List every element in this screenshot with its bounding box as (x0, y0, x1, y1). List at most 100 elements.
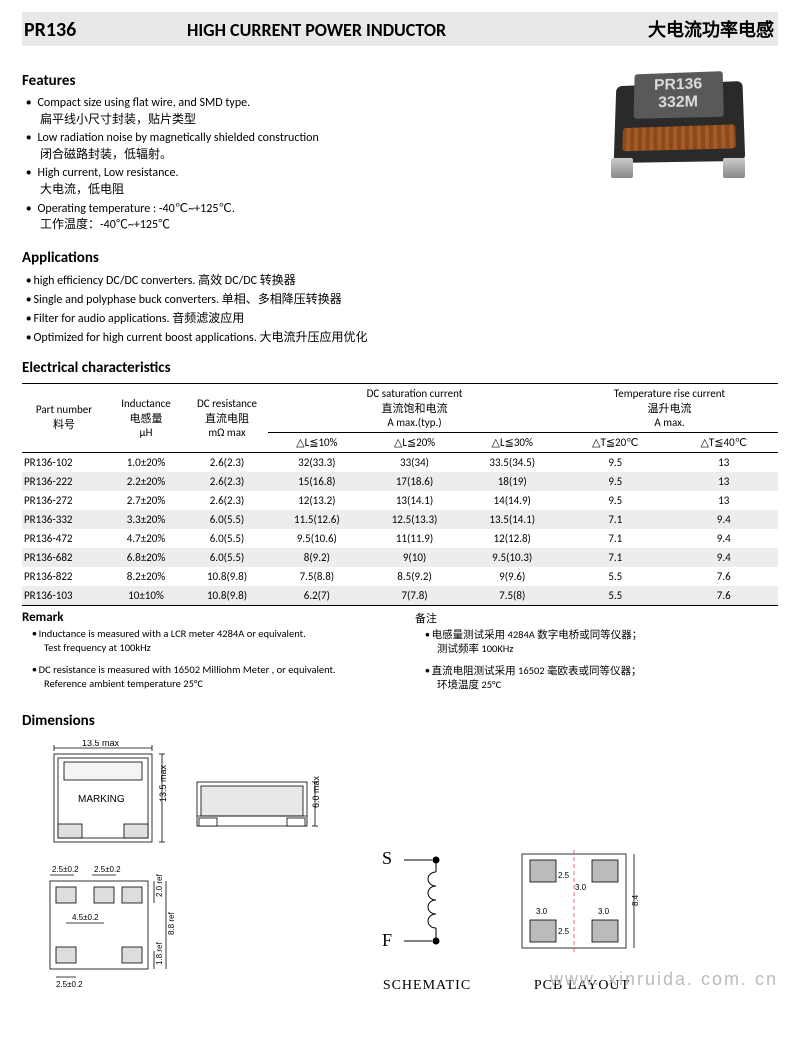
col-sat-sub2: △L≦30% (463, 432, 561, 452)
table-cell: 12(13.2) (268, 491, 366, 510)
pcb-dim: 8.4 (631, 895, 640, 907)
table-cell: 10.8(9.8) (186, 567, 268, 586)
table-cell: 10.8(9.8) (186, 586, 268, 606)
remark-zh-l1: 电感量测试采用 4284A 数字电桥或同等仪器； (432, 628, 643, 641)
table-cell: 32(33.3) (268, 452, 366, 472)
table-row: PR136-6826.8±20%6.0(5.5)8(9.2)9(10)9.5(1… (22, 548, 778, 567)
table-cell: 14(14.9) (463, 491, 561, 510)
pcb-dim: 3.0 (575, 883, 587, 892)
feature-item: High current, Low resistance. 大电流，低电阻 (26, 166, 578, 198)
remark-zh-l2: 环境温度 25°C (437, 678, 778, 692)
table-row: PR136-2222.2±20%2.6(2.3)15(16.8)17(18.6)… (22, 472, 778, 491)
col-ind-l3: μH (110, 426, 182, 439)
dim-top-h: 13.5 max (158, 765, 168, 803)
schematic-f: F (382, 930, 392, 950)
table-cell: 6.2(7) (268, 586, 366, 606)
feature-item: Low radiation noise by magnetically shie… (26, 131, 578, 163)
table-cell: 9.5 (561, 491, 669, 510)
table-cell: 7.5(8) (463, 586, 561, 606)
table-row: PR136-1021.0±20%2.6(2.3)32(33.3)33(34)33… (22, 452, 778, 472)
table-cell: 5.5 (561, 586, 669, 606)
remark-en-l1: Inductance is measured with a LCR meter … (39, 627, 306, 640)
dim-ref-c: 1.8 ref (155, 942, 164, 965)
feature-zh: 闭合磁路封装，低辐射。 (40, 148, 578, 164)
features-column: Features Compact size using flat wire, a… (22, 60, 578, 237)
col-temp-l3: A max. (565, 416, 774, 429)
table-cell: 9.4 (670, 548, 779, 567)
table-row: PR136-3323.3±20%6.0(5.5)11.5(12.6)12.5(1… (22, 510, 778, 529)
table-cell: PR136-822 (22, 567, 106, 586)
table-cell: 7.6 (670, 567, 779, 586)
feature-zh: 工作温度：-40℃~+125℃ (40, 218, 578, 234)
product-marking-line2: 332M (634, 93, 724, 114)
feature-en: Compact size using flat wire, and SMD ty… (37, 96, 250, 110)
product-image-column: PR136 332M (578, 60, 778, 237)
table-row: PR136-4724.7±20%6.0(5.5)9.5(10.6)11(11.9… (22, 529, 778, 548)
table-cell: 9.5(10.3) (463, 548, 561, 567)
table-cell: 1.0±20% (106, 452, 186, 472)
col-temp-sub1: △T≦40℃ (670, 432, 779, 452)
schematic-s: S (382, 848, 392, 868)
dim-bot-b: 2.5±0.2 (94, 865, 121, 874)
table-cell: 11(11.9) (366, 529, 464, 548)
dimensions-area: 13.5 max MARKING 13.5 max (22, 740, 778, 994)
table-cell: 7.5(8.8) (268, 567, 366, 586)
applications-list: high efficiency DC/DC converters. 高效 DC/… (22, 273, 778, 347)
table-cell: 12.5(13.3) (366, 510, 464, 529)
table-cell: PR136-332 (22, 510, 106, 529)
table-cell: 17(18.6) (366, 472, 464, 491)
remark-heading-zh: 备注 (415, 610, 778, 626)
col-sat-sub1: △L≦20% (366, 432, 464, 452)
pcb-dim: 3.0 (598, 907, 610, 916)
table-cell: 7(7.8) (366, 586, 464, 606)
table-cell: 8.2±20% (106, 567, 186, 586)
table-cell: 33(34) (366, 452, 464, 472)
table-cell: 9.4 (670, 529, 779, 548)
remark-zh: 备注 电感量测试采用 4284A 数字电桥或同等仪器； 测试频率 100KHz … (385, 610, 778, 701)
dimensions-drawings: 13.5 max MARKING 13.5 max (22, 740, 362, 994)
table-cell: 2.6(2.3) (186, 452, 268, 472)
table-cell: 2.2±20% (106, 472, 186, 491)
product-terminal (611, 158, 633, 178)
feature-zh: 扁平线小尺寸封装，贴片类型 (40, 113, 578, 129)
table-cell: 7.6 (670, 586, 779, 606)
table-cell: 4.7±20% (106, 529, 186, 548)
feature-en: High current, Low resistance. (37, 166, 178, 180)
electrical-heading: Electrical characteristics (22, 359, 778, 377)
table-cell: 7.1 (561, 510, 669, 529)
remark-zh-l2: 测试频率 100KHz (437, 642, 778, 656)
pcb-dim: 2.5 (558, 871, 570, 880)
table-cell: 6.0(5.5) (186, 529, 268, 548)
remark-en-l2: Reference ambient temperature 25°C (44, 677, 385, 691)
dimensions-heading: Dimensions (22, 712, 778, 730)
dim-bot-c: 4.5±0.2 (72, 913, 99, 922)
remark-en-item: DC resistance is measured with 16502 Mil… (32, 663, 385, 691)
col-ind-l2: 电感量 (110, 410, 182, 426)
table-cell: 18(19) (463, 472, 561, 491)
table-cell: 6.0(5.5) (186, 548, 268, 567)
schematic-svg: S F (372, 840, 482, 970)
electrical-tbody: PR136-1021.0±20%2.6(2.3)32(33.3)33(34)33… (22, 452, 778, 605)
part-code: PR136 (22, 18, 187, 42)
table-cell: PR136-222 (22, 472, 106, 491)
table-cell: PR136-472 (22, 529, 106, 548)
application-item: Optimized for high current boost applica… (26, 330, 778, 346)
col-temp-sub0: △T≦20℃ (561, 432, 669, 452)
remark-heading-en: Remark (22, 610, 385, 625)
table-cell: 10±10% (106, 586, 186, 606)
features-heading: Features (22, 72, 578, 90)
table-cell: 13 (670, 452, 779, 472)
table-cell: 13.5(14.1) (463, 510, 561, 529)
col-sat-sub0: △L≦10% (268, 432, 366, 452)
table-cell: 6.0(5.5) (186, 510, 268, 529)
electrical-thead: Part number 料号 Inductance 电感量 μH DC resi… (22, 383, 778, 452)
feature-zh: 大电流，低电阻 (40, 183, 578, 199)
table-cell: 5.5 (561, 567, 669, 586)
col-ind-l1: Inductance (110, 397, 182, 410)
col-sat-l2: 直流饱和电流 (272, 400, 557, 416)
table-cell: 9.5 (561, 472, 669, 491)
table-cell: 8.5(9.2) (366, 567, 464, 586)
table-row: PR136-8228.2±20%10.8(9.8)7.5(8.8)8.5(9.2… (22, 567, 778, 586)
table-cell: 7.1 (561, 548, 669, 567)
remark-en: Remark Inductance is measured with a LCR… (22, 610, 385, 701)
